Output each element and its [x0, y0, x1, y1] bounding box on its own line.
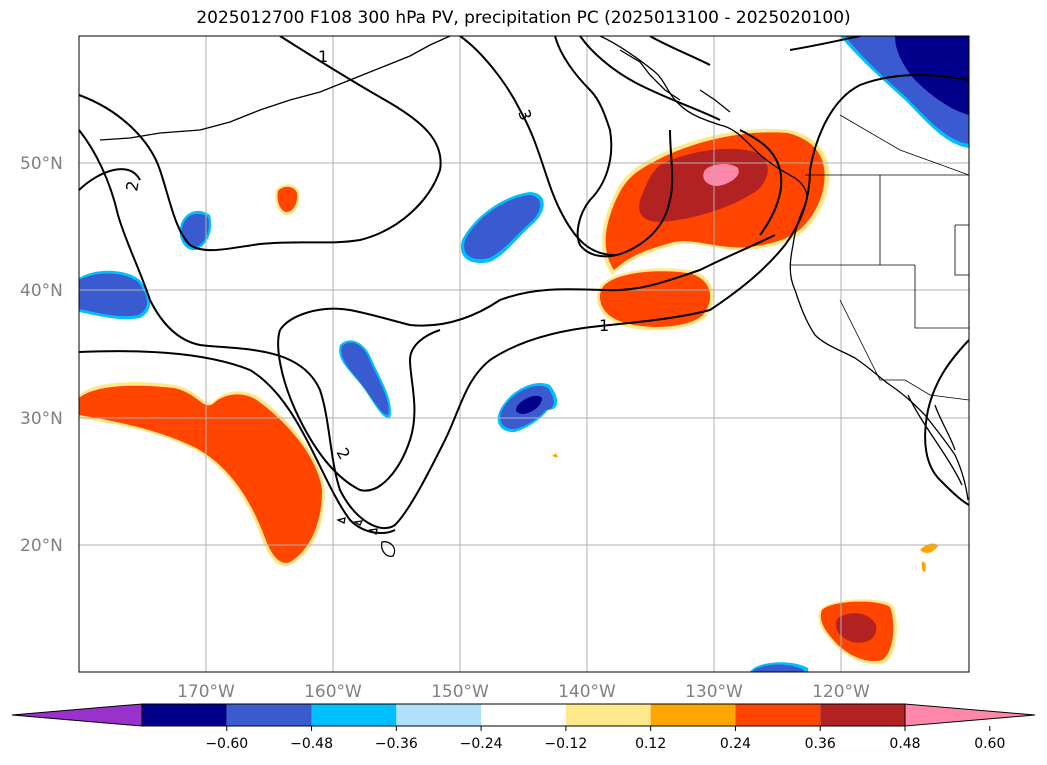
colorbar-box	[311, 704, 397, 726]
colorbar-tick-label: 0.12	[635, 736, 666, 752]
precip-positive-se	[818, 599, 897, 665]
precip-positive-ne-pacific	[596, 129, 830, 331]
colorbar-box	[820, 704, 905, 726]
colorbar-box	[142, 704, 227, 726]
colorbar-tick-label: 0.24	[720, 736, 751, 752]
map-frame	[78, 35, 970, 673]
contour-label-1-north: 1	[318, 47, 328, 66]
colorbar-box	[650, 704, 736, 726]
lat-label-50n: 50°N	[20, 154, 63, 174]
lon-label-120w: 120°W	[812, 682, 870, 702]
colorbar-tick-label: −0.60	[205, 736, 248, 752]
colorbar-tick-label: 0.48	[889, 736, 920, 752]
lat-label-20n: 20°N	[20, 536, 63, 556]
contour-label-2-west: 2	[122, 179, 142, 192]
precip-negative-33n-158w	[339, 340, 391, 419]
lat-label-40n: 40°N	[20, 281, 63, 301]
political-borders	[790, 114, 969, 401]
lat-label-30n: 30°N	[20, 409, 63, 429]
precip-positive-small-164w	[275, 184, 300, 215]
precip-negative-bottom	[750, 662, 808, 672]
lon-label-150w: 150°W	[431, 682, 489, 702]
gridlines	[79, 36, 969, 672]
precip-negative-45n-170w	[179, 210, 212, 251]
lon-label-140w: 140°W	[558, 682, 616, 702]
chart-title: 2025012700 F108 300 hPa PV, precipitatio…	[196, 8, 851, 28]
lon-label-170w: 170°W	[177, 682, 235, 702]
colorbar-extend-high	[904, 703, 1036, 727]
map-area	[79, 36, 969, 672]
precip-positive-subtropical	[79, 382, 325, 567]
lon-label-130w: 130°W	[685, 682, 743, 702]
precip-positive-speck-2	[921, 561, 926, 572]
coastlines	[99, 36, 969, 557]
colorbar-frame	[141, 703, 906, 727]
precip-negative-39n-176w	[79, 270, 151, 320]
precip-positive-speck-1	[920, 543, 938, 553]
colorbar-tick-label: 0.60	[974, 736, 1005, 752]
colorbar-box	[481, 704, 566, 726]
colorbar: −0.60 −0.48 −0.36 −0.24 −0.12 0.12 0.24 0.36 0.4…	[11, 703, 1036, 752]
colorbar-tick-label: 0.36	[805, 736, 836, 752]
precip-positive-speck-3	[552, 453, 558, 458]
colorbar-box	[396, 704, 482, 726]
colorbar-box	[565, 704, 651, 726]
colorbar-extend-low	[11, 703, 143, 727]
colorbar-tick-label: −0.24	[460, 736, 503, 752]
lon-label-160w: 160°W	[304, 682, 362, 702]
colorbar-tick-label: −0.36	[375, 736, 418, 752]
colorbar-box	[735, 704, 821, 726]
precip-negative-47n-147w	[460, 192, 544, 264]
precip-negative-ne-corner	[840, 36, 969, 148]
colorbar-box	[226, 704, 312, 726]
colorbar-tick-label: −0.12	[544, 736, 587, 752]
colorbar-tick-label: −0.48	[290, 736, 333, 752]
contour-label-1-east: 1	[599, 316, 609, 335]
pv-contours	[79, 36, 969, 534]
